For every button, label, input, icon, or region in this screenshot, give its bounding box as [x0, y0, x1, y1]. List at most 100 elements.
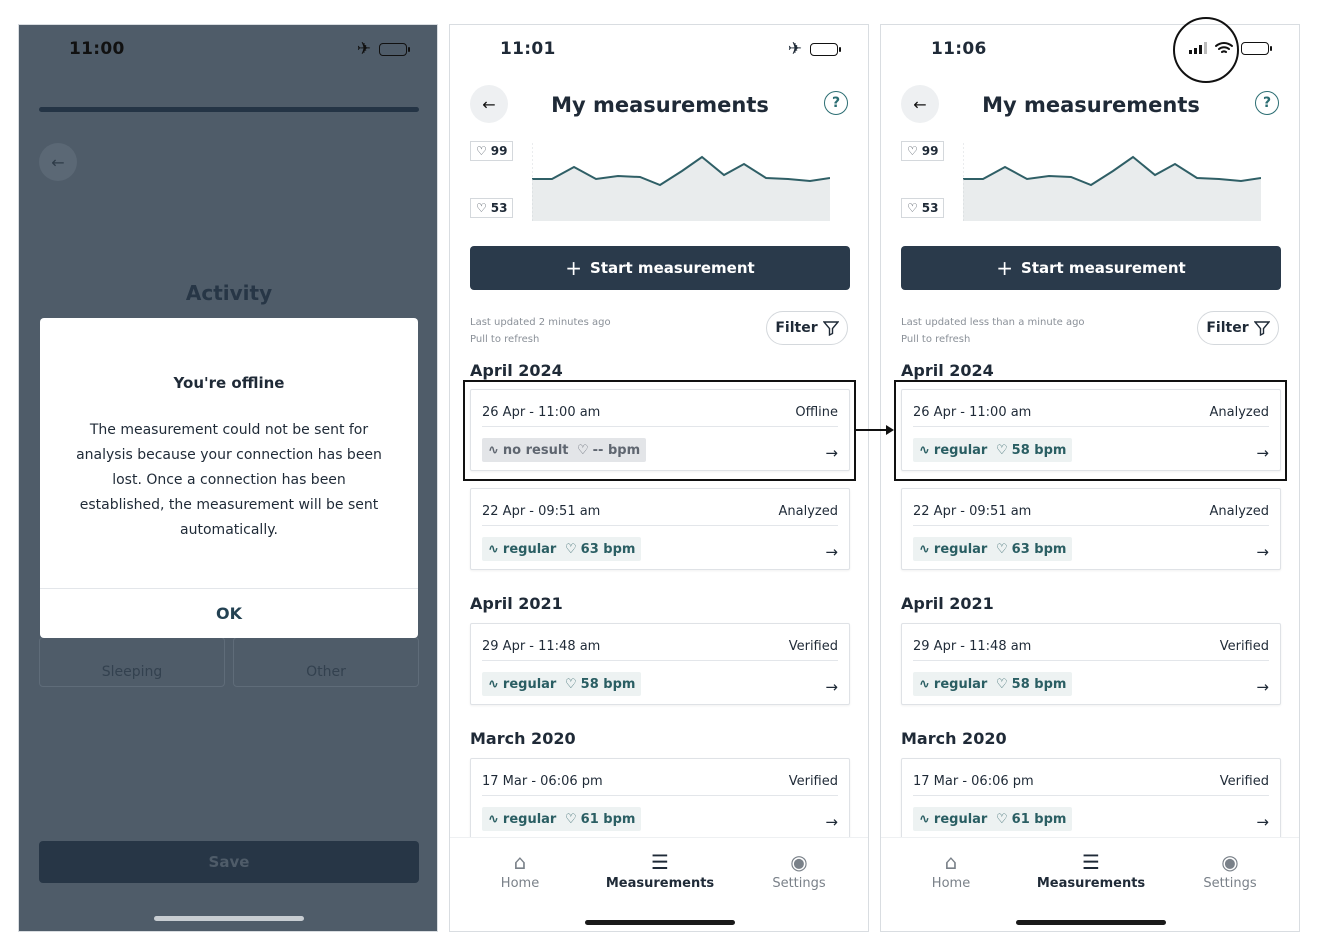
tab-home[interactable]: ⌂ Home: [460, 850, 580, 891]
measurement-status: Verified: [788, 774, 838, 789]
user-circle-icon: ◉: [1221, 850, 1239, 874]
rhythm-value: regular: [933, 442, 988, 458]
funnel-icon: [822, 321, 839, 336]
measurement-status: Analyzed: [1209, 504, 1269, 519]
measurement-card[interactable]: 17 Mar - 06:06 pm Verified ∿ regular ♡ 61 …: [901, 758, 1281, 840]
rhythm-chip: ∿ regular: [913, 807, 994, 831]
measurement-status: Verified: [1219, 774, 1269, 789]
list-icon: ☰: [1082, 850, 1100, 874]
bpm-value: 63 bpm: [1011, 541, 1067, 557]
pulse-icon: ∿: [488, 442, 499, 458]
tab-home[interactable]: ⌂ Home: [891, 850, 1011, 891]
airplane-icon: ✈: [356, 39, 371, 59]
measurement-date: 22 Apr - 09:51 am: [913, 504, 1032, 519]
hr-max-badge: ♡ 99: [470, 141, 514, 161]
rhythm-value: no result: [502, 442, 569, 458]
month-header: March 2020: [470, 729, 576, 748]
tab-label: Measurements: [605, 876, 715, 891]
pulse-icon: ∿: [488, 541, 499, 557]
hr-min-badge: ♡ 53: [901, 198, 945, 218]
question-icon[interactable]: ?: [1255, 91, 1279, 115]
option-other[interactable]: Other: [233, 637, 419, 687]
arrow-right-icon: →: [825, 678, 838, 696]
measurement-date: 17 Mar - 06:06 pm: [482, 774, 603, 789]
progress-bar: [39, 107, 419, 112]
start-measurement-button[interactable]: + Start measurement: [470, 246, 850, 290]
bpm-chip: ♡ 61 bpm: [559, 807, 642, 831]
screen-offline-dialog: 11:00 ✈ ← Activity Sleeping Other Save Y…: [18, 24, 438, 932]
rhythm-value: regular: [933, 811, 988, 827]
heart-icon: ♡: [996, 676, 1008, 692]
status-time: 11:01: [500, 39, 556, 59]
back-button[interactable]: ←: [901, 85, 939, 123]
activity-title: Activity: [185, 281, 273, 305]
measurement-card[interactable]: 17 Mar - 06:06 pm Verified ∿ regular ♡ 61 …: [470, 758, 850, 840]
filter-button[interactable]: Filter: [766, 311, 848, 345]
tab-measurements[interactable]: ☰ Measurements: [600, 850, 720, 891]
highlight-box-analyzed: [894, 380, 1287, 481]
measurement-status: Verified: [1219, 639, 1269, 654]
pulse-icon: ∿: [488, 676, 499, 692]
bpm-value: 61 bpm: [1011, 811, 1067, 827]
back-button[interactable]: ←: [470, 85, 508, 123]
arrow-right-icon: →: [825, 444, 838, 462]
measurement-card[interactable]: 26 Apr - 11:00 am Analyzed ∿ regular ♡ 58 …: [901, 389, 1281, 471]
bpm-value: -- bpm: [592, 442, 641, 458]
tab-bar: ⌂ Home ☰ Measurements ◉ Settings: [450, 837, 868, 931]
month-header: April 2021: [901, 594, 994, 613]
tab-label: Settings: [772, 876, 826, 891]
funnel-icon: [1253, 321, 1270, 336]
status-icons: ✈: [788, 41, 841, 58]
tab-label: Measurements: [1036, 876, 1146, 891]
save-button[interactable]: Save: [39, 841, 419, 883]
dialog-divider: [40, 588, 418, 589]
status-time: 11:00: [69, 39, 125, 59]
option-sleeping[interactable]: Sleeping: [39, 637, 225, 687]
measurement-date: 29 Apr - 11:48 am: [913, 639, 1032, 654]
ok-button[interactable]: OK: [216, 604, 242, 623]
battery-icon: [1241, 41, 1272, 55]
filter-button[interactable]: Filter: [1197, 311, 1279, 345]
heart-icon: ♡: [565, 676, 577, 692]
measurement-date: 29 Apr - 11:48 am: [482, 639, 601, 654]
pull-hint: Pull to refresh: [901, 334, 971, 345]
heart-rate-sparkline: [532, 143, 830, 221]
pull-hint: Pull to refresh: [470, 334, 540, 345]
back-button[interactable]: ←: [39, 143, 77, 181]
heart-icon: ♡: [907, 201, 918, 215]
tab-bar: ⌂ Home ☰ Measurements ◉ Settings: [881, 837, 1299, 931]
home-indicator: [1016, 920, 1166, 925]
pulse-icon: ∿: [919, 442, 930, 458]
arrow-right-icon: →: [1256, 543, 1269, 561]
plus-icon: +: [565, 256, 583, 280]
heart-icon: ♡: [996, 442, 1008, 458]
heart-icon: ♡: [907, 144, 918, 158]
measurement-card[interactable]: 22 Apr - 09:51 am Analyzed ∿ regular ♡ 63 …: [470, 488, 850, 570]
hr-max-value: 99: [490, 144, 508, 158]
measurement-card[interactable]: 26 Apr - 11:00 am Offline ∿ no result ♡ --…: [470, 389, 850, 471]
plus-icon: +: [996, 256, 1014, 280]
start-measurement-button[interactable]: + Start measurement: [901, 246, 1281, 290]
transition-arrow-icon: [856, 425, 894, 435]
tab-label: Home: [931, 876, 971, 891]
measurement-card[interactable]: 22 Apr - 09:51 am Analyzed ∿ regular ♡ 63 …: [901, 488, 1281, 570]
rhythm-chip: ∿ no result: [482, 438, 575, 462]
list-icon: ☰: [651, 850, 669, 874]
bpm-chip: ♡ 58 bpm: [990, 438, 1073, 462]
tab-measurements[interactable]: ☰ Measurements: [1031, 850, 1151, 891]
dialog-message: The measurement could not be sent for an…: [76, 422, 382, 538]
question-icon[interactable]: ?: [824, 91, 848, 115]
tab-settings[interactable]: ◉ Settings: [1170, 850, 1290, 891]
pulse-icon: ∿: [488, 811, 499, 827]
arrow-right-icon: →: [1256, 813, 1269, 831]
hr-min-value: 53: [490, 201, 508, 215]
screen-offline-list: 11:01 ✈ ← My measurements ? ♡ 99 ♡ 53 + St…: [449, 24, 869, 932]
tab-settings[interactable]: ◉ Settings: [739, 850, 859, 891]
measurement-card[interactable]: 29 Apr - 11:48 am Verified ∿ regular ♡ 58 …: [901, 623, 1281, 705]
highlight-circle: [1173, 17, 1239, 83]
pulse-icon: ∿: [919, 676, 930, 692]
start-measurement-label: Start measurement: [1021, 259, 1186, 277]
measurement-card[interactable]: 29 Apr - 11:48 am Verified ∿ regular ♡ 58 …: [470, 623, 850, 705]
measurement-status: Analyzed: [1209, 405, 1269, 420]
rhythm-value: regular: [933, 676, 988, 692]
